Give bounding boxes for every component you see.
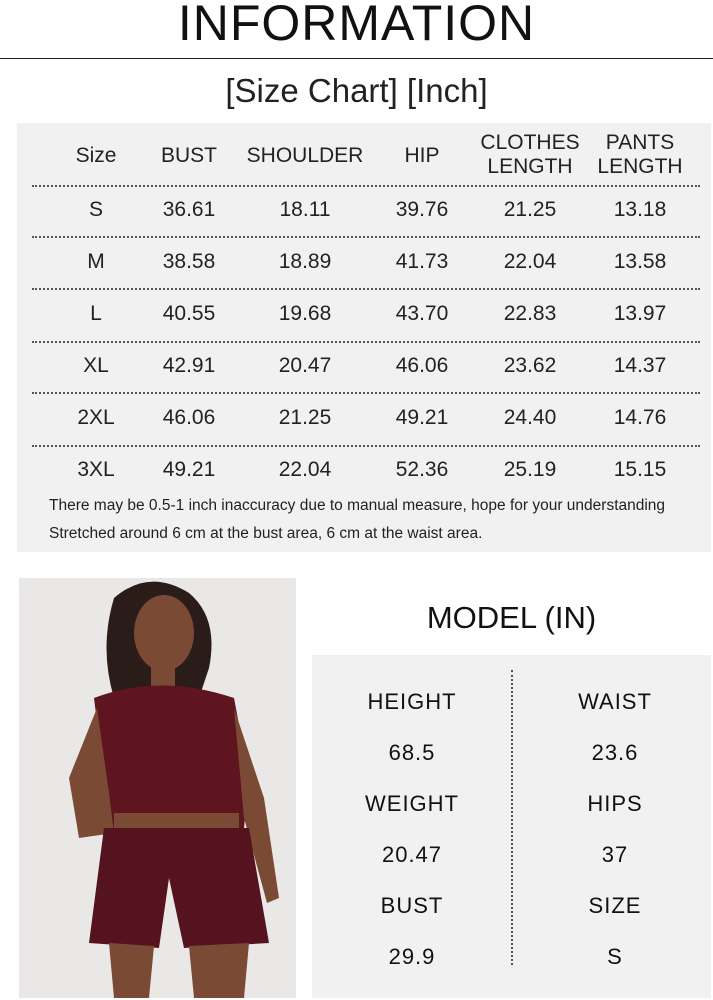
table-cell: 42.91 xyxy=(162,354,216,377)
size-chart-subtitle: [Size Chart] [Inch] xyxy=(225,72,488,109)
row-divider xyxy=(32,236,700,238)
table-cell: 36.61 xyxy=(162,198,216,221)
size-label: XL xyxy=(83,354,109,377)
table-cell: 21.25 xyxy=(278,406,332,429)
model-title: MODEL (IN) xyxy=(426,600,597,635)
size-label: L xyxy=(90,302,102,325)
table-cell: 13.97 xyxy=(613,302,667,325)
table-cell: 39.76 xyxy=(395,198,449,221)
table-cell: 22.04 xyxy=(278,458,332,481)
row-divider xyxy=(32,185,700,187)
row-divider xyxy=(32,445,700,447)
table-cell: 14.37 xyxy=(613,354,667,377)
table-cell: 46.06 xyxy=(162,406,216,429)
column-header: SHOULDER xyxy=(246,144,364,167)
table-cell: 13.18 xyxy=(613,198,667,221)
model-value: S xyxy=(607,944,623,969)
model-label: WAIST xyxy=(578,689,652,714)
column-header: CLOTHES LENGTH xyxy=(480,131,580,178)
table-cell: 24.40 xyxy=(503,406,557,429)
model-label: HEIGHT xyxy=(367,689,457,714)
model-value: 37 xyxy=(601,842,629,867)
model-value: 23.6 xyxy=(591,740,639,765)
page-title: INFORMATION xyxy=(177,0,536,51)
column-header: BUST xyxy=(160,144,218,167)
table-cell: 52.36 xyxy=(395,458,449,481)
table-cell: 18.11 xyxy=(279,198,331,221)
column-header: HIP xyxy=(404,144,440,167)
model-value: 68.5 xyxy=(388,740,436,765)
size-note: There may be 0.5-1 inch inaccuracy due t… xyxy=(49,497,666,514)
model-label: SIZE xyxy=(588,893,642,918)
column-divider xyxy=(511,670,513,965)
column-header: PANTS LENGTH xyxy=(597,131,683,178)
table-cell: 14.76 xyxy=(613,406,667,429)
table-cell: 23.62 xyxy=(503,354,557,377)
size-note: Stretched around 6 cm at the bust area, … xyxy=(49,525,483,542)
model-value: 20.47 xyxy=(381,842,443,867)
table-cell: 49.21 xyxy=(395,406,449,429)
table-cell: 19.68 xyxy=(278,302,332,325)
size-label: 3XL xyxy=(77,458,115,481)
column-header: Size xyxy=(75,144,117,167)
size-chart-table xyxy=(17,123,711,552)
divider xyxy=(0,58,713,59)
model-label: HIPS xyxy=(587,791,643,816)
table-cell: 40.55 xyxy=(162,302,216,325)
table-cell: 49.21 xyxy=(162,458,216,481)
table-cell: 22.04 xyxy=(503,250,557,273)
size-label: S xyxy=(88,198,104,221)
table-cell: 38.58 xyxy=(162,250,216,273)
table-cell: 18.89 xyxy=(278,250,332,273)
size-label: M xyxy=(87,250,105,273)
table-cell: 21.25 xyxy=(503,198,557,221)
table-cell: 22.83 xyxy=(503,302,557,325)
table-cell: 41.73 xyxy=(395,250,449,273)
table-cell: 46.06 xyxy=(395,354,449,377)
table-cell: 13.58 xyxy=(613,250,667,273)
row-divider xyxy=(32,341,700,343)
table-cell: 25.19 xyxy=(503,458,557,481)
model-photo xyxy=(19,578,296,998)
table-cell: 20.47 xyxy=(278,354,332,377)
model-label: BUST xyxy=(380,893,444,918)
table-cell: 43.70 xyxy=(395,302,449,325)
row-divider xyxy=(32,392,700,394)
model-value: 29.9 xyxy=(388,944,436,969)
row-divider xyxy=(32,288,700,290)
size-label: 2XL xyxy=(77,406,115,429)
table-cell: 15.15 xyxy=(613,458,667,481)
model-label: WEIGHT xyxy=(365,791,459,816)
